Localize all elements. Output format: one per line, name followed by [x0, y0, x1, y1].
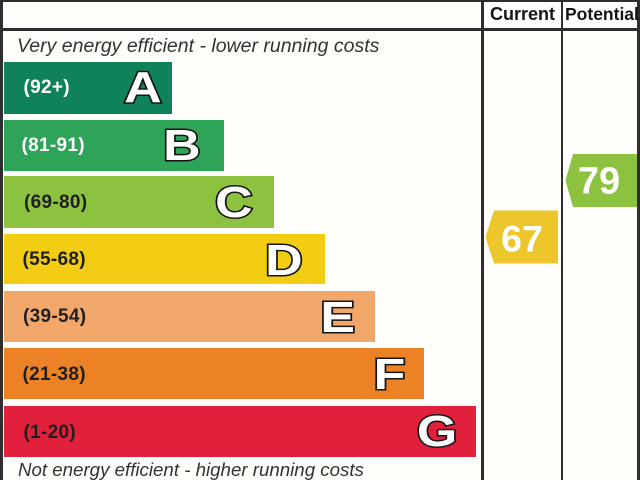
svg-text:67: 67 [501, 218, 543, 260]
svg-text:79: 79 [578, 161, 620, 203]
